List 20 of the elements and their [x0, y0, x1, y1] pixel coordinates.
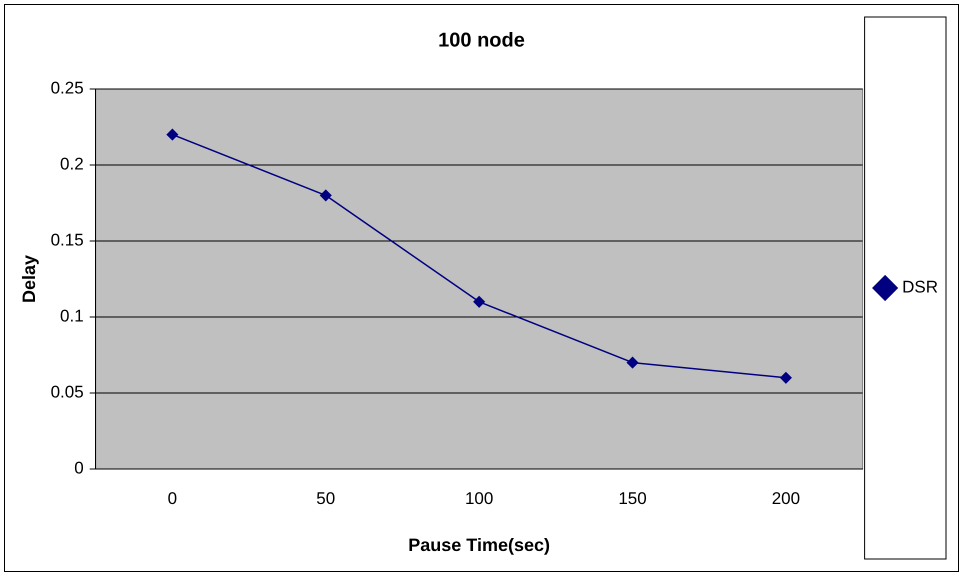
chart-title: 100 node	[438, 30, 525, 52]
x-tick-label: 50	[316, 488, 336, 508]
x-axis-title: Pause Time(sec)	[408, 535, 550, 556]
x-tick-label: 150	[618, 488, 647, 508]
x-tick-label: 200	[772, 488, 800, 508]
point	[626, 356, 638, 368]
point	[320, 190, 332, 202]
y-tick-label: 0.1	[60, 306, 84, 326]
legend-label: DSR	[902, 278, 938, 297]
x-tick-label: 100	[464, 488, 494, 508]
y-axis-title: Delay	[18, 254, 39, 304]
point	[166, 128, 178, 140]
y-tick-label: 0.25	[50, 78, 84, 98]
y-tick-label: 0.15	[50, 230, 84, 250]
x-tick-label: 0	[168, 488, 178, 508]
point	[780, 372, 792, 384]
point	[473, 296, 485, 308]
y-tick-label: 0.2	[60, 154, 84, 174]
y-tick-label: 0.05	[50, 382, 84, 402]
y-tick-label: 0	[74, 458, 84, 478]
